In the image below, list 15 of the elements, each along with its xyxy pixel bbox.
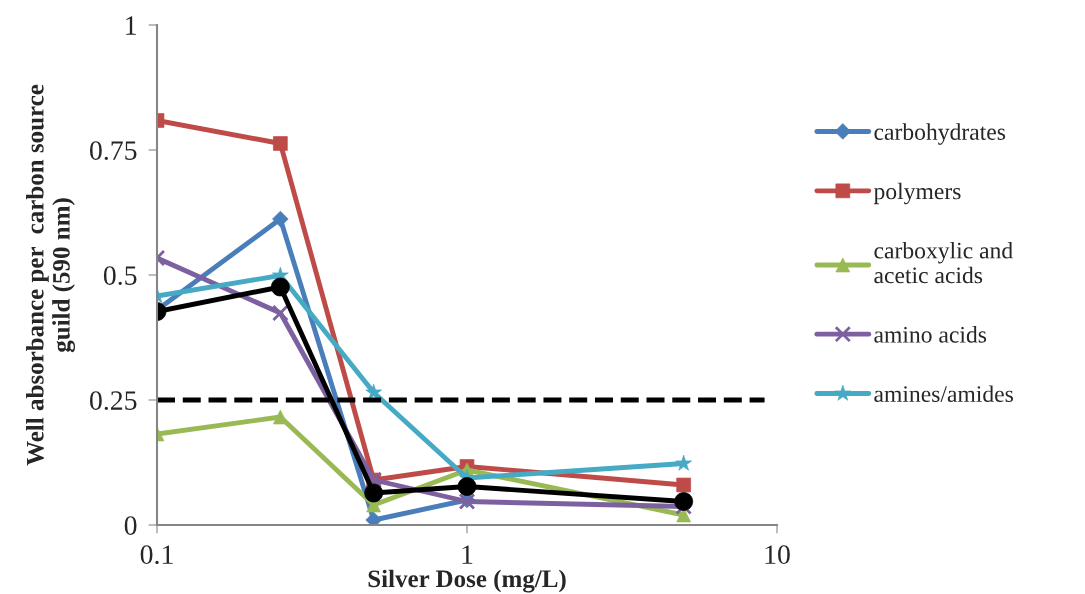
y-tick-label: 1 bbox=[126, 16, 136, 35]
legend-label: carboxylic and acetic acids bbox=[874, 241, 1013, 284]
legend-label: amines/amides bbox=[874, 385, 1013, 403]
x-tick-label: 0.1 bbox=[140, 545, 173, 565]
x-tick-label: 1 bbox=[462, 545, 473, 564]
y-tick-label: 0 bbox=[124, 516, 137, 535]
y-tick-label: 0.75 bbox=[90, 141, 137, 161]
x-tick-label: 10 bbox=[765, 545, 790, 564]
y-tick-label: 0.5 bbox=[103, 266, 137, 286]
y-tick-label: 0.25 bbox=[90, 391, 137, 411]
legend-label: carbohydrates bbox=[874, 123, 1006, 145]
y-axis-title: Well absorbance per carbon source guild (590 nm) bbox=[26, 84, 76, 466]
legend-label: amino acids bbox=[874, 326, 987, 343]
x-axis-title: Silver Dose (mg/L) bbox=[368, 569, 566, 593]
legend-label: polymers bbox=[873, 182, 961, 205]
